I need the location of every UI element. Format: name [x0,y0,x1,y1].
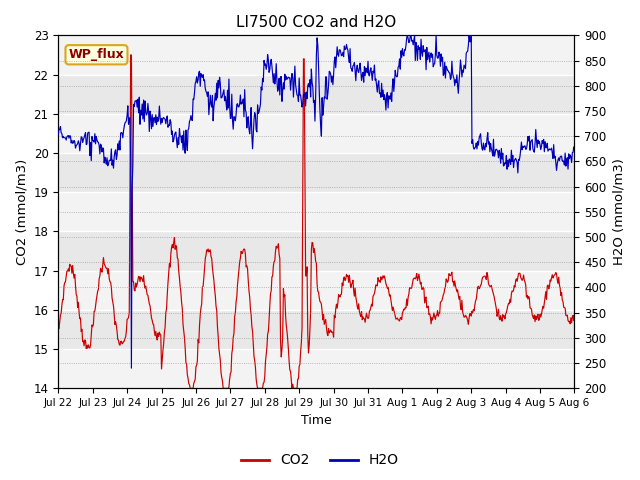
Bar [58,349,575,388]
Bar [58,36,575,74]
Y-axis label: CO2 (mmol/m3): CO2 (mmol/m3) [15,159,28,265]
Text: WP_flux: WP_flux [68,48,124,61]
Y-axis label: H2O (mmol/m3): H2O (mmol/m3) [612,158,625,265]
Bar [58,192,575,231]
Bar [58,271,575,310]
Title: LI7500 CO2 and H2O: LI7500 CO2 and H2O [236,15,397,30]
Bar [58,114,575,153]
X-axis label: Time: Time [301,414,332,427]
Legend: CO2, H2O: CO2, H2O [236,448,404,473]
